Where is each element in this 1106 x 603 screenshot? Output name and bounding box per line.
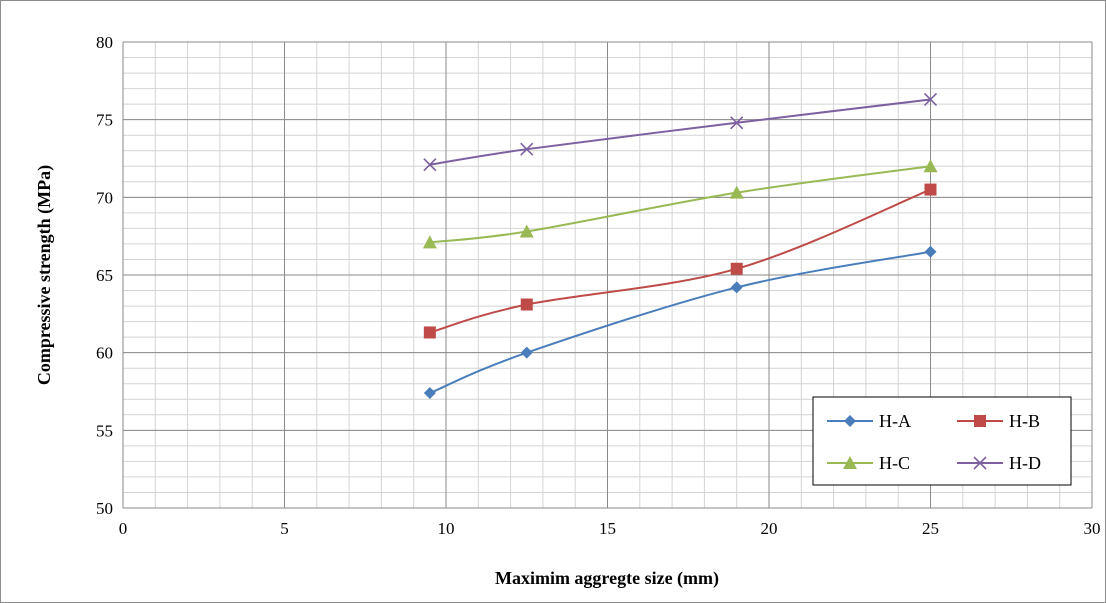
y-axis-title: Compressive strength (MPa): [34, 165, 55, 385]
legend-label-h-a: H-A: [879, 411, 911, 431]
legend-marker-h-d: [973, 456, 987, 470]
y-tick-label: 80: [96, 33, 113, 52]
data-point-h-c: [729, 185, 744, 199]
legend-marker-h-a: [844, 415, 856, 427]
legend-marker-h-b: [974, 415, 986, 427]
x-axis-tick-labels: 0 5 10 15 20 25 30: [119, 519, 1101, 538]
legend-label-h-c: H-C: [879, 453, 910, 473]
data-point-h-b: [423, 326, 436, 339]
legend-item-h-b: H-B: [957, 411, 1040, 431]
x-tick-label: 30: [1084, 519, 1101, 538]
x-tick-label: 5: [280, 519, 289, 538]
legend-item-h-c: H-C: [827, 453, 910, 473]
series-line-h-d: [429, 98, 931, 166]
data-point-h-c: [519, 224, 534, 238]
y-tick-label: 50: [96, 499, 113, 518]
legend-label-h-b: H-B: [1009, 411, 1040, 431]
series-layer: [422, 92, 938, 400]
data-point-h-a: [520, 346, 533, 359]
data-point-h-c: [923, 159, 938, 173]
data-point-h-d: [520, 142, 534, 156]
legend: H-A H-B H-C H-D: [812, 396, 1072, 486]
legend-item-h-a: H-A: [827, 411, 911, 431]
data-point-h-b: [520, 298, 533, 311]
y-tick-label: 55: [96, 421, 113, 440]
series-h-b: [423, 183, 937, 339]
x-tick-label: 20: [761, 519, 778, 538]
x-tick-label: 0: [119, 519, 128, 538]
x-axis-title: Maximim aggregte size (mm): [495, 568, 719, 589]
legend-item-h-d: H-D: [957, 453, 1041, 473]
series-h-d: [423, 92, 938, 172]
data-point-h-a: [423, 387, 436, 400]
series-line-h-a: [429, 250, 931, 394]
data-point-h-b: [730, 262, 743, 275]
y-axis-tick-labels: 50 55 60 65 70 75 80: [96, 33, 113, 518]
data-point-h-d: [923, 92, 938, 107]
data-point-h-a: [924, 245, 937, 258]
data-point-h-b: [924, 183, 937, 196]
legend-box: [812, 396, 1072, 486]
series-line-h-b: [429, 188, 931, 334]
y-tick-label: 60: [96, 344, 113, 363]
data-point-h-c: [422, 235, 437, 249]
major-gridlines: [122, 41, 1093, 509]
y-tick-label: 65: [96, 266, 113, 285]
series-h-c: [422, 159, 938, 249]
series-h-a: [423, 245, 937, 400]
series-line-h-c: [429, 165, 931, 244]
x-tick-label: 15: [599, 519, 616, 538]
y-tick-label: 70: [96, 188, 113, 207]
data-point-h-d: [423, 158, 437, 172]
legend-marker-h-c: [843, 456, 857, 469]
x-tick-label: 25: [922, 519, 939, 538]
data-point-h-a: [730, 281, 743, 294]
data-point-h-d: [730, 116, 744, 130]
x-tick-label: 10: [438, 519, 455, 538]
legend-label-h-d: H-D: [1009, 453, 1041, 473]
y-tick-label: 75: [96, 111, 113, 130]
